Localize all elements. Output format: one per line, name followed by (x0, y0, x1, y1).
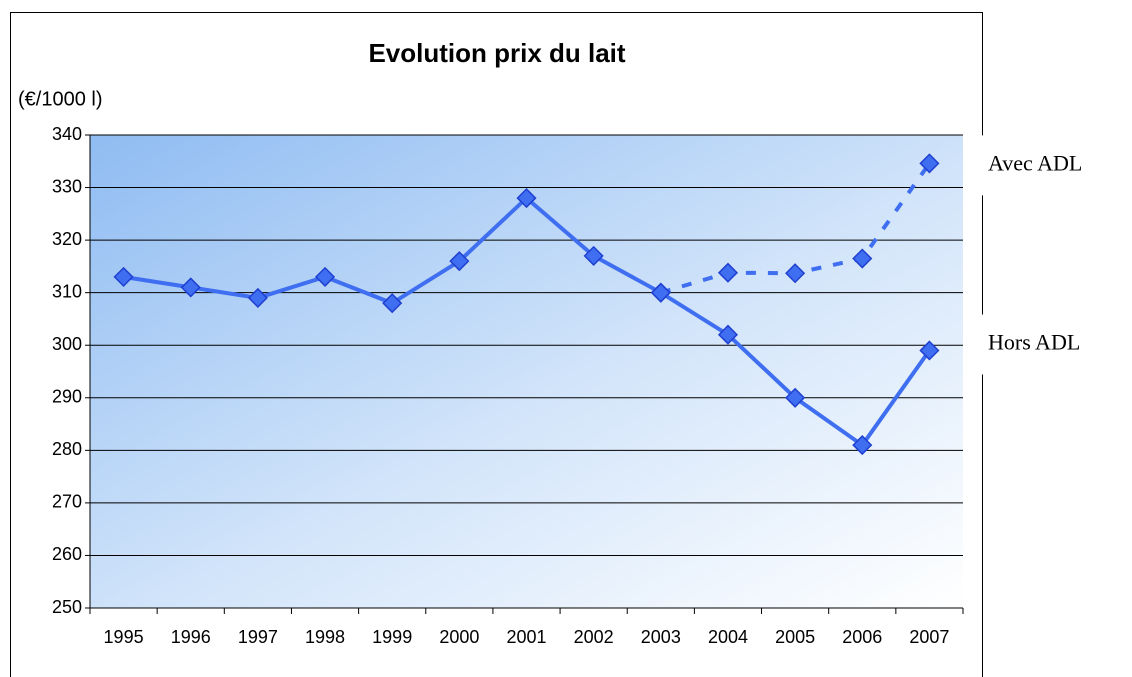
data-point (785, 387, 806, 408)
y-tick-label: 290 (52, 387, 82, 407)
data-point (516, 188, 537, 209)
y-tick-label: 320 (52, 229, 82, 249)
label-background (978, 314, 1132, 375)
label-background (978, 135, 1132, 196)
data-point (382, 293, 403, 314)
data-point (717, 262, 739, 283)
y-axis-label: (€/1000 l) (18, 88, 103, 110)
data-point (717, 324, 739, 345)
y-tick-label: 250 (52, 597, 82, 617)
x-tick-label: 2006 (842, 627, 882, 647)
x-tick-label: 1996 (171, 627, 211, 647)
data-point (113, 266, 134, 287)
data-point (919, 340, 940, 361)
x-tick-label: 1998 (305, 627, 345, 647)
y-tick-label: 260 (52, 544, 82, 564)
data-point (314, 266, 336, 287)
data-point (449, 251, 470, 272)
x-tick-label: 1997 (238, 627, 278, 647)
y-tick-label: 340 (52, 124, 82, 144)
data-point (785, 263, 806, 284)
data-point (180, 277, 201, 298)
x-tick-label: 2004 (708, 627, 748, 647)
data-point (919, 153, 940, 174)
x-tick-label: 2007 (909, 627, 949, 647)
y-tick-label: 300 (52, 334, 82, 354)
x-tick-label: 1995 (104, 627, 144, 647)
x-tick-label: 1999 (372, 627, 412, 647)
y-tick-label: 330 (52, 176, 82, 196)
y-tick-label: 280 (52, 439, 82, 459)
plot-area (90, 135, 963, 608)
data-point (247, 287, 268, 308)
data-point (852, 248, 873, 269)
x-tick-label: 2002 (574, 627, 614, 647)
y-tick-label: 270 (52, 492, 82, 512)
data-point (852, 435, 873, 456)
x-tick-label: 2003 (641, 627, 681, 647)
data-point (650, 282, 671, 303)
chart-title: Evolution prix du lait (368, 38, 625, 68)
data-point (583, 245, 604, 266)
x-tick-label: 2005 (775, 627, 815, 647)
x-tick-label: 2001 (506, 627, 546, 647)
x-tick-label: 2000 (439, 627, 479, 647)
series-label: Avec ADL (988, 150, 1082, 175)
series-label: Hors ADL (988, 330, 1080, 355)
y-tick-label: 310 (52, 281, 82, 301)
